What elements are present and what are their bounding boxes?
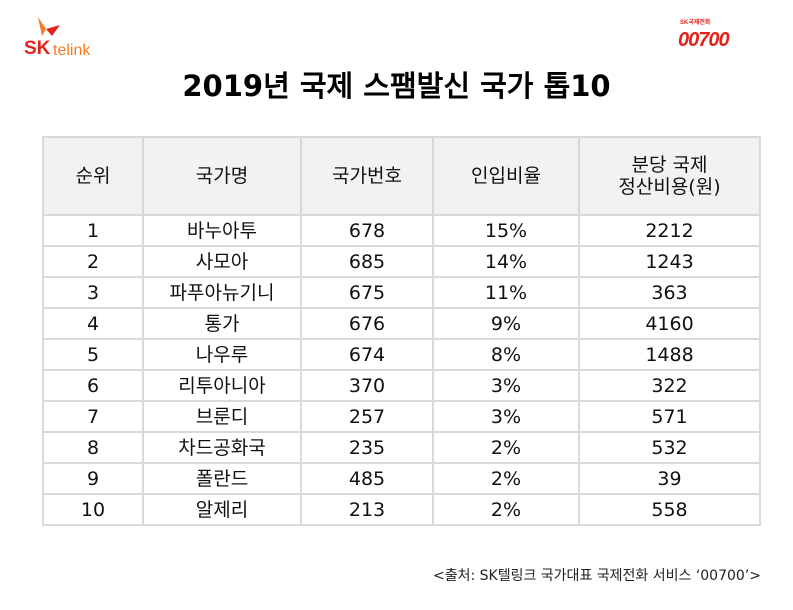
table-cell: 2%	[432, 431, 580, 464]
table-row: 3 파푸아뉴기니 675 11% 363	[42, 276, 761, 309]
table-cell: 2212	[578, 214, 761, 247]
sk-butterfly-icon	[38, 17, 60, 36]
column-header: 순위	[42, 136, 144, 216]
logo-small-text: SK국제전화	[680, 20, 711, 26]
table-cell: 1243	[578, 245, 761, 278]
column-header: 인입비율	[432, 136, 580, 216]
table-cell: 7	[42, 400, 144, 433]
table-cell: 39	[578, 462, 761, 495]
table-row: 2 사모아 685 14% 1243	[42, 245, 761, 278]
table-cell: 213	[300, 493, 434, 526]
table-cell: 11%	[432, 276, 580, 309]
table-cell: 4160	[578, 307, 761, 340]
table-row: 1 바누아투 678 15% 2212	[42, 214, 761, 247]
00700-logo: SK국제전화 00700	[676, 20, 786, 54]
table-cell: 485	[300, 462, 434, 495]
table-cell: 폴란드	[142, 462, 302, 495]
table-cell: 4	[42, 307, 144, 340]
table-cell: 9%	[432, 307, 580, 340]
table-cell: 674	[300, 338, 434, 371]
table-row: 9 폴란드 485 2% 39	[42, 462, 761, 495]
table-cell: 바누아투	[142, 214, 302, 247]
table-row: 10 알제리 213 2% 558	[42, 493, 761, 526]
spam-country-table: 순위 국가명 국가번호 인입비율 분당 국제 정산비용(원) 1 바누아투 678 15% 22…	[42, 136, 761, 526]
table-cell: 571	[578, 400, 761, 433]
column-header: 국가번호	[300, 136, 434, 216]
table-cell: 2%	[432, 493, 580, 526]
table-cell: 1	[42, 214, 144, 247]
table-cell: 10	[42, 493, 144, 526]
table-cell: 5	[42, 338, 144, 371]
table-cell: 3%	[432, 400, 580, 433]
table-cell: 통가	[142, 307, 302, 340]
table-cell: 363	[578, 276, 761, 309]
table-row: 5 나우루 674 8% 1488	[42, 338, 761, 371]
table-row: 4 통가 676 9% 4160	[42, 307, 761, 340]
table-cell: 리투아니아	[142, 369, 302, 402]
page-title: 2019년 국제 스팸발신 국가 톱10	[182, 69, 611, 103]
table-cell: 675	[300, 276, 434, 309]
table-header-row: 순위 국가명 국가번호 인입비율 분당 국제 정산비용(원)	[42, 136, 761, 216]
table-cell: 9	[42, 462, 144, 495]
table-cell: 2%	[432, 462, 580, 495]
logo-sk-text: SK	[24, 38, 51, 59]
table-cell: 1488	[578, 338, 761, 371]
table-row: 6 리투아니아 370 3% 322	[42, 369, 761, 402]
table-row: 8 차드공화국 235 2% 532	[42, 431, 761, 464]
table-cell: 나우루	[142, 338, 302, 371]
table-cell: 3	[42, 276, 144, 309]
table-cell: 322	[578, 369, 761, 402]
table-row: 7 브룬디 257 3% 571	[42, 400, 761, 433]
table-cell: 235	[300, 431, 434, 464]
table-cell: 알제리	[142, 493, 302, 526]
source-note: <출처: SK텔링크 국가대표 국제전화 서비스 ‘00700’>	[432, 568, 761, 584]
table-cell: 파푸아뉴기니	[142, 276, 302, 309]
table-cell: 676	[300, 307, 434, 340]
table-cell: 브룬디	[142, 400, 302, 433]
table-cell: 6	[42, 369, 144, 402]
logo-telink-text: telink	[53, 42, 91, 59]
table-cell: 532	[578, 431, 761, 464]
table-cell: 사모아	[142, 245, 302, 278]
column-header: 국가명	[142, 136, 302, 216]
table-cell: 257	[300, 400, 434, 433]
logo-big-text: 00700	[678, 29, 730, 51]
table-cell: 8%	[432, 338, 580, 371]
table-cell: 685	[300, 245, 434, 278]
table-cell: 차드공화국	[142, 431, 302, 464]
column-header: 분당 국제 정산비용(원)	[578, 136, 761, 216]
table-cell: 8	[42, 431, 144, 464]
table-cell: 15%	[432, 214, 580, 247]
sk-telink-logo: SK telink	[24, 16, 104, 61]
table-cell: 558	[578, 493, 761, 526]
table-cell: 370	[300, 369, 434, 402]
table-cell: 3%	[432, 369, 580, 402]
table-cell: 14%	[432, 245, 580, 278]
table-cell: 2	[42, 245, 144, 278]
table-cell: 678	[300, 214, 434, 247]
